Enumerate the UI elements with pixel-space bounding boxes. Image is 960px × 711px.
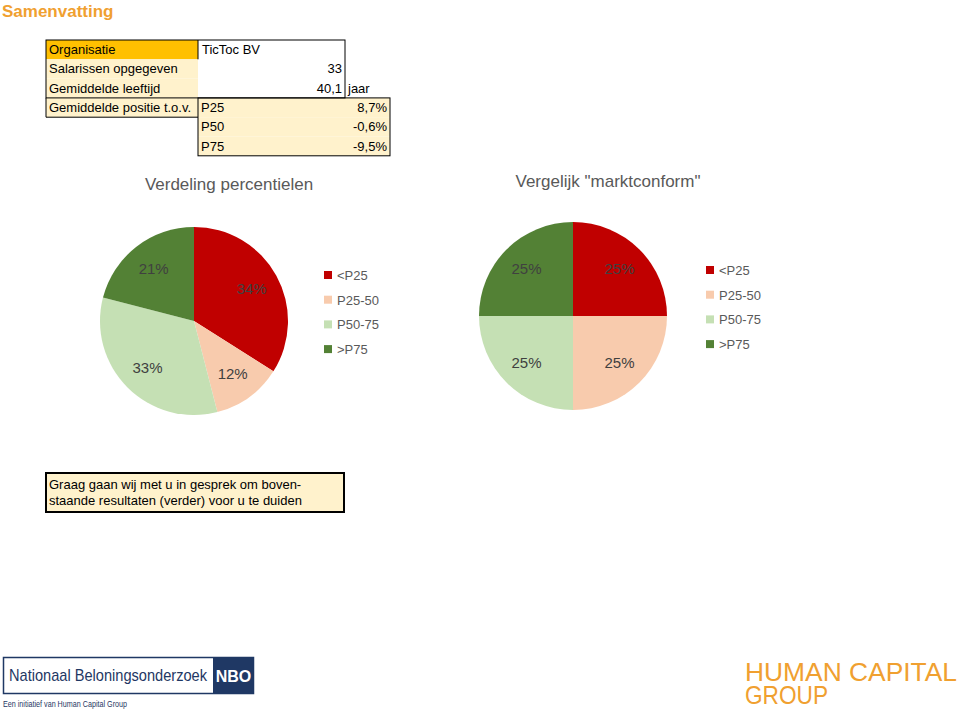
table-text: P25: [201, 100, 224, 115]
pie-slice: [573, 222, 667, 316]
legend-label: P25-50: [719, 288, 761, 303]
pie-slice: [479, 222, 573, 316]
table-cell-bg: [198, 98, 390, 117]
table-text: 8,7%: [357, 100, 387, 115]
table-border: [46, 117, 198, 118]
table-cell-bg: [46, 40, 198, 59]
data-labels: 34% 12% 33% 21%: [132, 260, 266, 382]
table-text: Gemiddelde leeftijd: [49, 81, 160, 96]
table-text: Organisatie: [49, 42, 115, 57]
table-cell-bg: [198, 79, 345, 98]
legend-label: P50-75: [719, 312, 761, 327]
nbo-short: NBO: [216, 668, 252, 685]
data-label: 21%: [139, 260, 169, 277]
legend-swatch: [324, 345, 332, 353]
table-border: [198, 40, 199, 59]
table-text: jaar: [347, 81, 370, 96]
table-cell-bg: [46, 98, 198, 117]
data-label: 12%: [218, 365, 248, 382]
table-text: P50: [201, 119, 224, 134]
page: Samenvatting Organisatie TicToc BV Salariss…: [0, 0, 960, 711]
legend-label: P50-75: [337, 317, 379, 332]
table-cell-bg: [46, 79, 198, 98]
legend-label: <P25: [337, 268, 368, 283]
legend-swatch: [706, 266, 714, 274]
note-frame: [46, 473, 344, 512]
pie-chart: Vergelijk "marktconform" 25% 25% 25% 25% <P25…: [479, 172, 761, 410]
note-text: staande resultaten (verder) voor u te du…: [49, 493, 302, 508]
table-border: [198, 98, 390, 156]
legend-swatch: [706, 291, 714, 299]
hcg-text: GROUP: [745, 681, 828, 709]
table-text: TicToc BV: [202, 42, 260, 57]
slices: [479, 222, 667, 410]
table-border: [46, 98, 47, 117]
summary-table: Organisatie TicToc BV Salarissen opgegeven…: [46, 40, 390, 156]
nbo-logo: Nationaal Beloningsonderzoek NBO Een initi…: [3, 657, 254, 709]
note-text: Graag gaan wij met u in gesprek om boven…: [49, 477, 301, 492]
nbo-name: Nationaal Beloningsonderzoek: [9, 666, 207, 685]
table-border: [46, 40, 345, 98]
hcg-logo: HUMAN CAPITALGROUP: [745, 658, 957, 709]
data-label: 33%: [132, 359, 162, 376]
table-text: 33: [328, 61, 342, 76]
table-text: 40,1: [317, 81, 342, 96]
pie-slice: [479, 316, 573, 410]
legend: <P25 P25-50 P50-75 >P75: [706, 263, 761, 352]
data-label: 25%: [605, 260, 635, 277]
pie-chart: Verdeling percentielen 34% 12% 33% 21% <P25 P2…: [100, 175, 379, 415]
data-label: 34%: [237, 280, 267, 297]
table-text: P75: [201, 139, 224, 154]
table-text: Salarissen opgegeven: [49, 61, 178, 76]
pie-slice: [100, 298, 217, 415]
table-text: Gemiddelde positie t.o.v.: [49, 100, 191, 115]
table-cell-bg: [198, 40, 345, 59]
nbo-frame: [4, 658, 254, 694]
nbo-block: [213, 657, 254, 694]
legend-swatch: [324, 320, 332, 328]
legend: <P25 P25-50 P50-75 >P75: [324, 268, 379, 357]
data-label: 25%: [605, 354, 635, 371]
legend-label: P25-50: [337, 293, 379, 308]
legend-swatch: [706, 315, 714, 323]
table-text: -9,5%: [353, 139, 387, 154]
table-text: -0,6%: [353, 119, 387, 134]
legend-swatch: [324, 296, 332, 304]
legend-label: >P75: [719, 337, 750, 352]
table-cell-bg: [198, 137, 390, 156]
table-cell-bg: [198, 59, 345, 78]
table-cell-bg: [46, 59, 198, 78]
data-labels: 25% 25% 25% 25%: [511, 260, 634, 370]
chart-title: Verdeling percentielen: [145, 175, 313, 194]
nbo-tagline: Een initiatief van Human Capital Group: [3, 699, 127, 709]
chart-title: Vergelijk "marktconform": [516, 172, 701, 191]
pie-slice: [573, 316, 667, 410]
legend-label: <P25: [719, 263, 750, 278]
table-cell-bg: [198, 117, 390, 136]
data-label: 25%: [511, 260, 541, 277]
heading: Samenvatting: [2, 2, 113, 21]
note-box: Graag gaan wij met u in gesprek om boven…: [46, 473, 344, 512]
legend-label: >P75: [337, 342, 368, 357]
data-label: 25%: [511, 354, 541, 371]
pie-slice: [103, 227, 194, 321]
legend-swatch: [324, 271, 332, 279]
legend-swatch: [706, 340, 714, 348]
slices: [100, 227, 288, 415]
